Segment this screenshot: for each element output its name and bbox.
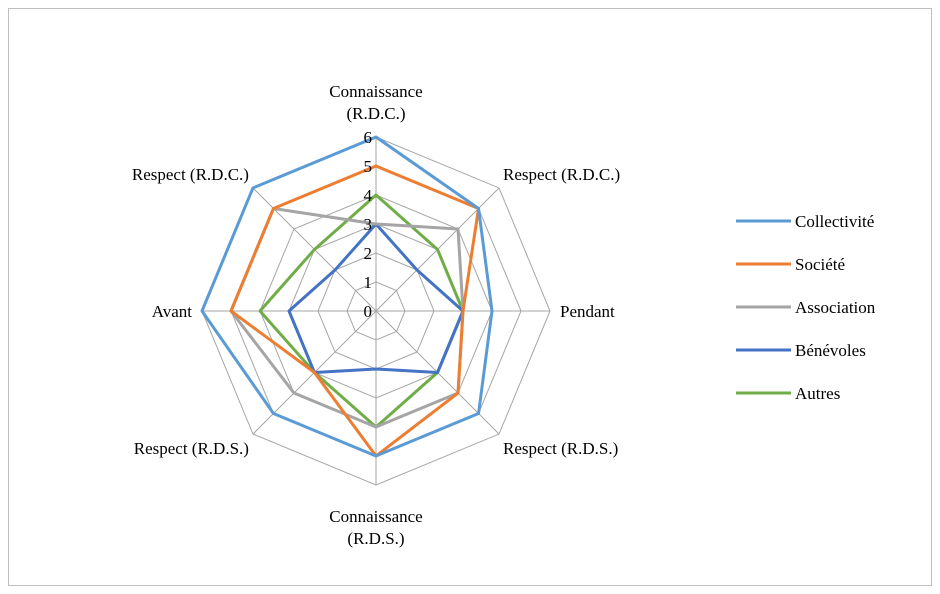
category-label: Connaissance (R.D.C.)	[329, 82, 422, 123]
tick-label: 3	[364, 215, 373, 234]
category-label: Respect (R.D.C.)	[503, 165, 620, 184]
category-label: Avant	[152, 302, 193, 321]
legend-item: Collectivité	[736, 212, 874, 231]
series-layer	[200, 135, 494, 458]
category-label: Respect (R.D.C.)	[132, 165, 249, 184]
legend-item: Association	[736, 298, 876, 317]
tick-label: 2	[364, 244, 373, 263]
legend-label: Bénévoles	[795, 341, 866, 360]
legend-label: Collectivité	[795, 212, 874, 231]
legend-label: Association	[795, 298, 876, 317]
category-label: Respect (R.D.S.)	[503, 439, 618, 458]
category-label: Pendant	[560, 302, 615, 321]
tick-label: 4	[364, 186, 373, 205]
legend-item: Autres	[736, 384, 840, 403]
category-labels: Connaissance (R.D.C.) Respect (R.D.C.) Pend…	[132, 82, 620, 548]
legend-label: Autres	[795, 384, 840, 403]
tick-label: 6	[364, 128, 373, 147]
tick-label: 5	[364, 157, 373, 176]
legend: Collectivité Société Association Bénévoles A…	[736, 212, 876, 403]
series-line-collectivite	[200, 135, 494, 458]
tick-label: 1	[364, 273, 373, 292]
legend-item: Bénévoles	[736, 341, 866, 360]
legend-item: Société	[736, 255, 845, 274]
category-label: Connaissance (R.D.S.)	[329, 507, 422, 548]
legend-label: Société	[795, 255, 845, 274]
chart-frame: 0 1 2 3 4 5 6 Connaissance (R.D.C.) Respect (R.D…	[8, 8, 932, 586]
series-line-benevoles	[287, 222, 465, 375]
tick-label: 0	[364, 302, 373, 321]
radar-chart: 0 1 2 3 4 5 6 Connaissance (R.D.C.) Respect (R.D…	[132, 82, 876, 548]
tick-labels: 0 1 2 3 4 5 6	[364, 128, 373, 321]
category-label: Respect (R.D.S.)	[134, 439, 249, 458]
grid	[201, 136, 551, 486]
